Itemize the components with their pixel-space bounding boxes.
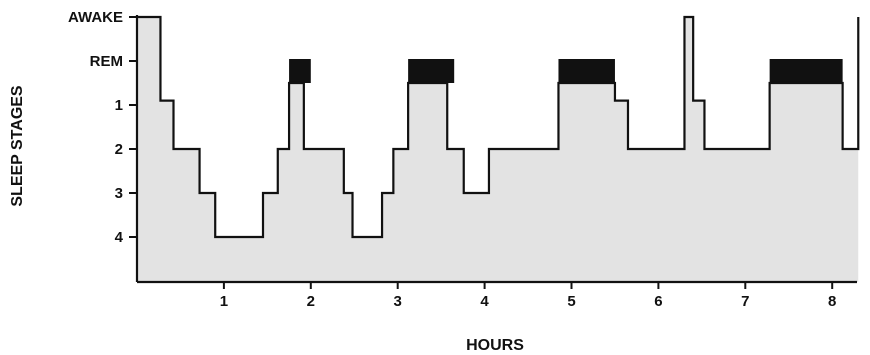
- x-tick-label-6: 6: [654, 293, 662, 310]
- y-tick-label-3: 1: [115, 97, 123, 114]
- hypnogram-line-group: [137, 15, 860, 239]
- hypnogram-line: [137, 15, 860, 239]
- y-tick-label-4: 2: [115, 141, 123, 158]
- rem-block-1: [289, 59, 311, 83]
- x-tick-label-4: 4: [480, 293, 489, 310]
- x-tick-labels: 1 2 3 4 5 6 7 8: [220, 293, 837, 310]
- y-axis-title: SLEEP STAGES: [9, 85, 26, 207]
- rem-block-3: [558, 59, 615, 83]
- rem-block-2: [408, 59, 455, 83]
- x-axis-title: HOURS: [466, 337, 524, 354]
- x-tick-label-7: 7: [741, 293, 749, 310]
- x-tick-label-5: 5: [567, 293, 575, 310]
- y-tick-label-6: 4: [115, 229, 124, 246]
- y-tick-label-2: REM: [90, 53, 123, 70]
- rem-blocks: [289, 59, 843, 83]
- x-tick-label-3: 3: [394, 293, 402, 310]
- y-tick-label-5: 3: [115, 185, 123, 202]
- y-tick-label-1: AWAKE: [68, 9, 123, 26]
- x-tick-label-1: 1: [220, 293, 228, 310]
- x-tick-label-2: 2: [307, 293, 315, 310]
- axes: [129, 15, 857, 289]
- rem-block-4: [769, 59, 843, 83]
- x-tick-label-8: 8: [828, 293, 836, 310]
- y-tick-labels: AWAKE REM 1 2 3 4: [68, 9, 124, 246]
